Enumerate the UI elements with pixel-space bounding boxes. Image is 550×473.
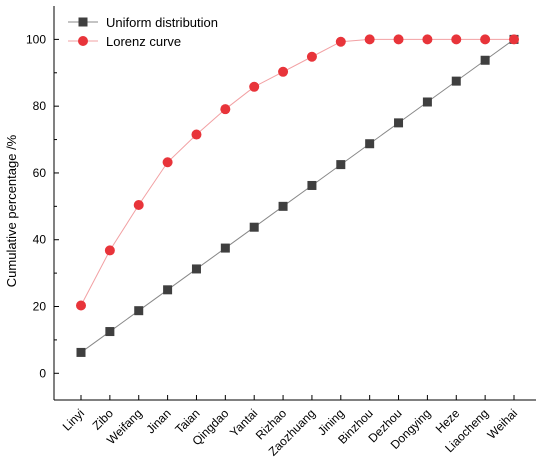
data-point-circle: [133, 200, 144, 211]
data-point-square: [451, 76, 461, 86]
legend-label: Uniform distribution: [106, 15, 218, 30]
data-point-square: [422, 97, 432, 107]
data-point-square: [480, 55, 490, 65]
data-point-circle: [422, 34, 433, 45]
data-point-circle: [220, 104, 231, 115]
x-tick-label: Jinan: [144, 406, 174, 436]
data-point-square: [220, 243, 230, 253]
data-point-circle: [278, 66, 289, 77]
y-tick-label: 60: [33, 166, 47, 180]
series-line: [80, 38, 514, 306]
y-tick-label: 40: [33, 233, 47, 247]
legend-label: Lorenz curve: [106, 34, 181, 49]
data-point-square: [365, 139, 375, 149]
series-line: [80, 38, 515, 353]
data-point-circle: [104, 245, 115, 256]
data-point-square: [336, 160, 346, 170]
data-point-circle: [306, 51, 317, 62]
y-tick-label: 20: [33, 300, 47, 314]
data-point-square: [105, 327, 115, 337]
y-axis-title: Cumulative percentage /%: [4, 134, 19, 287]
data-point-square: [249, 222, 259, 232]
data-point-circle: [393, 34, 404, 45]
y-tick-label: 80: [33, 99, 47, 113]
data-point-circle: [335, 36, 346, 47]
data-point-circle: [162, 157, 173, 168]
data-point-square: [394, 118, 404, 128]
legend-marker-square: [78, 17, 88, 27]
series-group: [76, 34, 519, 357]
data-point-square: [191, 264, 201, 274]
data-point-circle: [364, 34, 375, 45]
x-tick-label: Weihai: [484, 406, 520, 442]
legend-marker-circle: [78, 36, 88, 46]
data-point-circle: [509, 34, 519, 45]
data-point-circle: [480, 34, 491, 45]
data-point-circle: [191, 129, 202, 140]
data-point-square: [163, 285, 173, 295]
x-tick-label: Linyi: [60, 406, 87, 433]
series-square: [76, 34, 519, 357]
data-point-circle: [76, 300, 86, 311]
data-point-square: [134, 306, 144, 316]
data-point-circle: [451, 34, 462, 45]
y-tick-label: 100: [26, 32, 46, 46]
data-point-square: [278, 201, 288, 211]
y-tick-label: 0: [39, 366, 46, 380]
legend: Uniform distribution Lorenz curve: [68, 15, 218, 49]
data-point-square: [76, 347, 86, 357]
series-circle: [76, 34, 519, 311]
data-point-circle: [249, 81, 260, 92]
data-point-square: [307, 180, 317, 190]
